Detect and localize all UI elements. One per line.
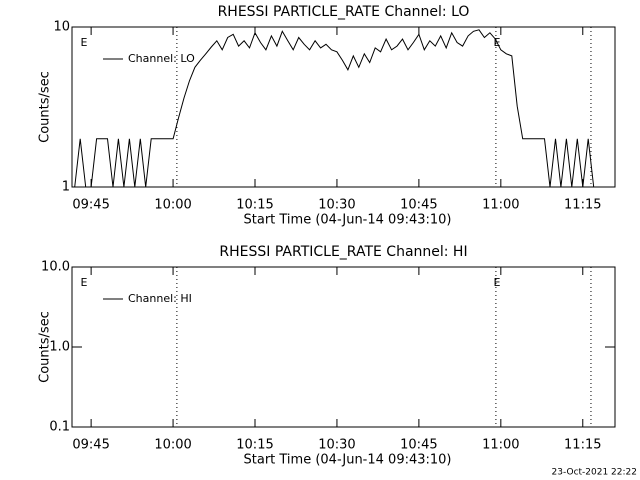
x-tick-label: 10:45 — [400, 198, 437, 213]
event-label: E — [81, 276, 88, 289]
x-tick-label: 10:00 — [154, 438, 191, 453]
x-tick-label: 09:45 — [72, 198, 109, 213]
event-label: E — [81, 36, 88, 49]
y-tick-label: 1 — [62, 180, 70, 195]
x-tick-label: 10:30 — [318, 438, 355, 453]
x-axis-label: Start Time (04-Jun-14 09:43:10) — [244, 453, 452, 468]
y-axis-label: Counts/sec — [38, 311, 53, 383]
x-tick-label: 09:45 — [72, 438, 109, 453]
chart-title: RHESSI PARTICLE_RATE Channel: LO — [218, 4, 470, 20]
x-tick-label: 11:15 — [564, 438, 601, 453]
x-tick-label: 10:15 — [236, 198, 273, 213]
y-tick-label: 0.1 — [49, 420, 70, 435]
legend-label: Channel: HI — [128, 292, 192, 305]
x-tick-label: 10:00 — [154, 198, 191, 213]
y-tick-label: 1.0 — [49, 340, 70, 355]
x-tick-label: 10:30 — [318, 198, 355, 213]
y-tick-label: 10.0 — [41, 260, 70, 275]
footer: 23-Oct-2021 22:22 — [552, 468, 637, 478]
data-line — [74, 29, 595, 188]
x-tick-label: 11:00 — [482, 198, 519, 213]
x-tick-label: 10:15 — [236, 438, 273, 453]
plot-frame — [71, 26, 616, 188]
y-tick-label: 10 — [53, 20, 70, 35]
event-label: E — [494, 276, 501, 289]
x-tick-label: 10:45 — [400, 438, 437, 453]
x-tick-label: 11:00 — [482, 438, 519, 453]
x-tick-label: 11:15 — [564, 198, 601, 213]
y-axis-label: Counts/sec — [38, 71, 53, 143]
x-axis-label: Start Time (04-Jun-14 09:43:10) — [244, 213, 452, 228]
chart-title: RHESSI PARTICLE_RATE Channel: HI — [219, 244, 467, 260]
legend-label: Channel: LO — [128, 52, 195, 65]
